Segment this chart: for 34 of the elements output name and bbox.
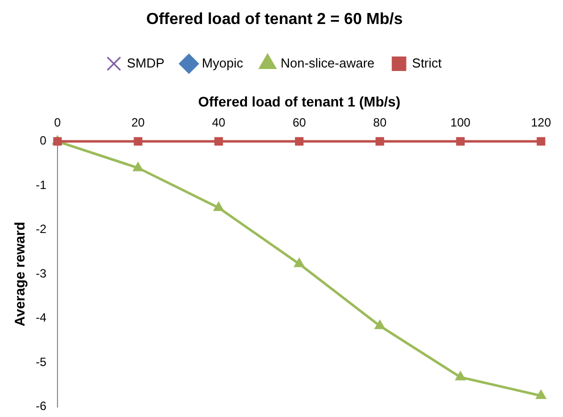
point — [536, 137, 546, 146]
legend-label: SMDP — [126, 55, 164, 70]
point — [53, 137, 62, 146]
x-tick-label: 0 — [54, 116, 62, 130]
point — [294, 137, 304, 146]
point — [455, 371, 466, 380]
point — [214, 137, 223, 146]
x-axis-title: Offered load of tenant 1 (Mb/s) — [198, 93, 400, 110]
legend-label: Strict — [412, 55, 442, 70]
x-tick-label: 80 — [373, 116, 387, 130]
point — [294, 258, 304, 268]
point — [374, 320, 385, 330]
y-tick-label: -6 — [36, 399, 47, 414]
point — [376, 137, 384, 146]
x-tick-label: 100 — [450, 116, 471, 130]
y-tick-label: -4 — [36, 310, 47, 325]
x-tick-label: 20 — [131, 116, 146, 130]
y-tick-label: -5 — [36, 354, 47, 369]
y-tick-label: -1 — [36, 178, 47, 192]
x-tick-label: 120 — [530, 116, 552, 130]
point — [456, 137, 465, 146]
point — [134, 137, 142, 146]
y-tick-label: 0 — [40, 134, 47, 148]
legend-label: Myopic — [202, 55, 244, 70]
point — [214, 202, 224, 211]
y-axis-title: Average reward — [11, 222, 28, 326]
point — [536, 390, 546, 399]
x-tick-label: 60 — [292, 116, 306, 130]
y-tick-label: -2 — [36, 222, 47, 236]
y-tick-label: -3 — [36, 266, 47, 280]
x-tick-label: 40 — [212, 116, 226, 130]
legend-label: Non-slice-aware — [280, 55, 375, 70]
chart-title: Offered load of tenant 2 = 60 Mb/s — [146, 11, 403, 28]
point — [132, 162, 144, 172]
